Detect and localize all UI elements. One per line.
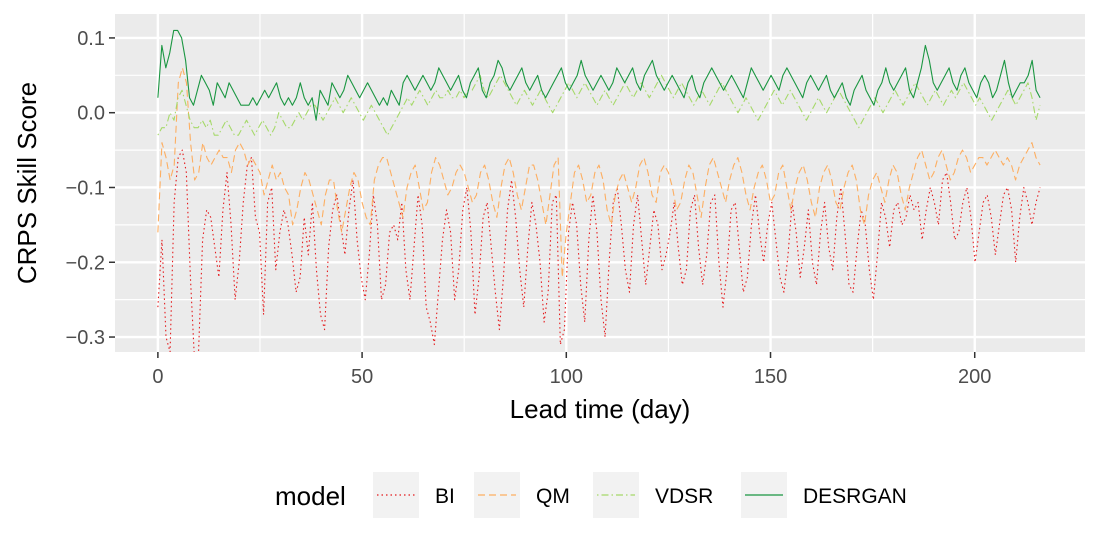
x-tick-label: 100 [550, 366, 583, 388]
x-tick-label: 0 [152, 366, 163, 388]
x-tick-label: 200 [958, 366, 991, 388]
y-axis: −0.3 −0.2 −0.1 0.0 0.1 [66, 28, 115, 349]
series-line-vdsr [157, 74, 1041, 136]
series-line-qm [157, 67, 1041, 278]
grid-minor [115, 14, 1085, 352]
legend-title: model [275, 481, 346, 511]
legend-label-qm: QM [536, 485, 570, 508]
y-tick-label: 0.0 [77, 103, 105, 125]
series-line-desrgan [157, 29, 1041, 121]
legend-label-desrgan: DESRGAN [803, 485, 907, 508]
legend-label-bi: BI [435, 485, 455, 508]
x-tick-label: 150 [754, 366, 787, 388]
grid-major [115, 14, 1085, 352]
legend: model BI QM VDSR DESRGAN [275, 472, 907, 518]
y-tick-label: 0.1 [77, 28, 105, 50]
y-tick-label: −0.3 [66, 327, 105, 349]
x-axis: 0 50 100 150 200 [152, 352, 991, 388]
x-tick-label: 50 [351, 366, 373, 388]
legend-label-vdsr: VDSR [655, 485, 713, 508]
series-line-bi [157, 149, 1041, 352]
y-tick-label: −0.2 [66, 252, 105, 274]
y-tick-label: −0.1 [66, 177, 105, 199]
plot-panel [115, 14, 1085, 352]
y-axis-title: CRPS Skill Score [12, 82, 42, 284]
x-axis-title: Lead time (day) [510, 394, 691, 424]
series-layer [157, 29, 1041, 352]
